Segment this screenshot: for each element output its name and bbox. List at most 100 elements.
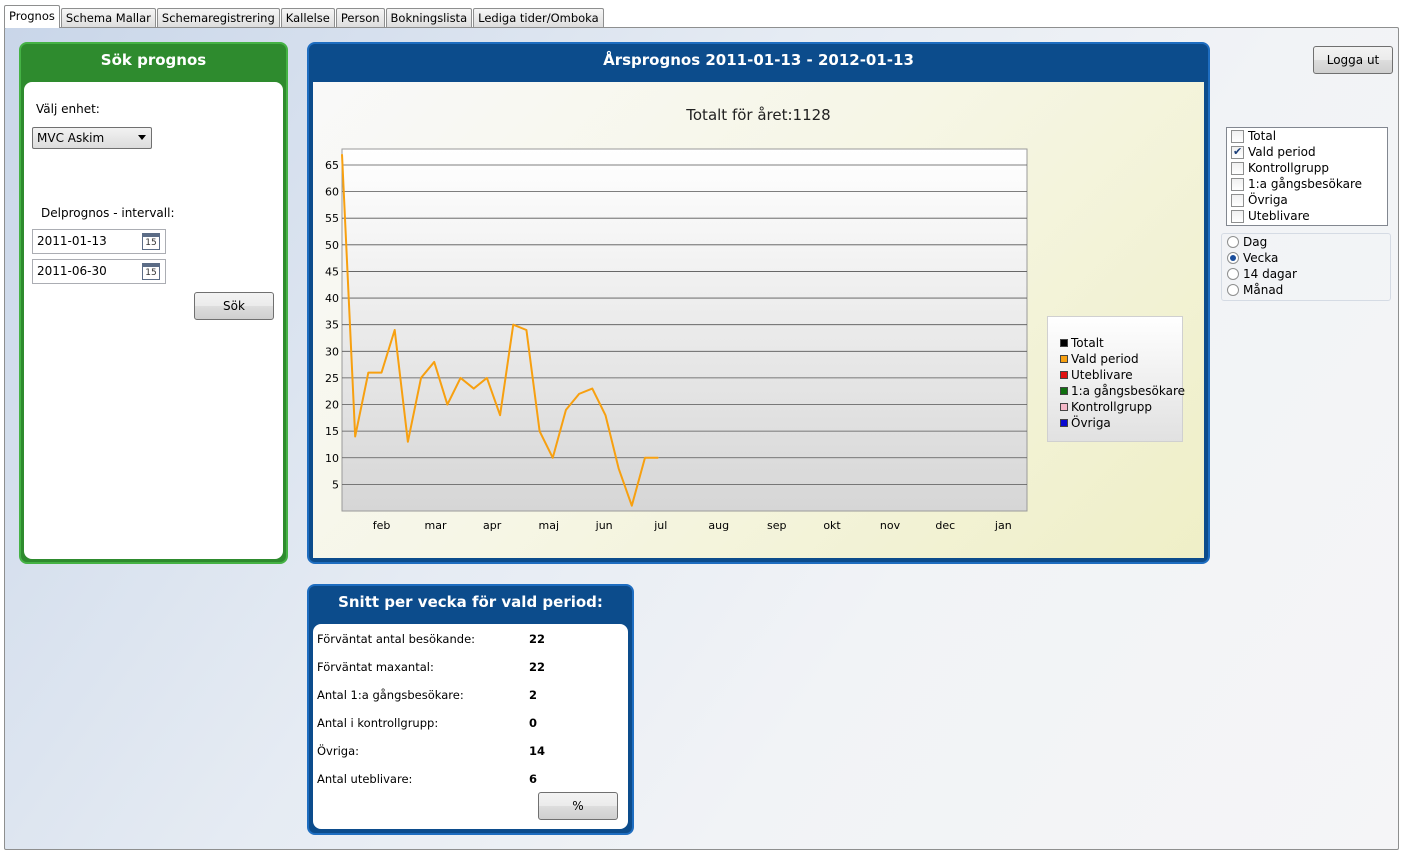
- legend-swatch: [1060, 403, 1068, 411]
- filter-uteblivare[interactable]: Uteblivare: [1227, 208, 1387, 224]
- checkbox[interactable]: [1231, 209, 1244, 223]
- chart-total-text: Totalt för året:1128: [686, 106, 831, 124]
- legend-label: 1:a gångsbesökare: [1071, 384, 1186, 398]
- interval-manad[interactable]: Månad: [1222, 282, 1390, 298]
- legend-label: Vald period: [1071, 352, 1139, 366]
- radio-button[interactable]: [1227, 284, 1239, 296]
- legend-label: Övriga: [1071, 416, 1111, 430]
- percent-button[interactable]: %: [538, 792, 618, 820]
- data-point: [367, 372, 369, 374]
- radio-button[interactable]: [1227, 268, 1239, 280]
- y-tick-label: 15: [325, 425, 339, 438]
- checkbox[interactable]: [1231, 193, 1244, 207]
- tab-schemaregistrering[interactable]: Schemaregistrering: [156, 8, 280, 28]
- unit-select[interactable]: MVC Askim: [32, 127, 152, 149]
- y-tick-label: 35: [325, 319, 339, 332]
- interval-label: Vecka: [1243, 251, 1279, 265]
- data-point: [446, 404, 448, 406]
- interval-dag[interactable]: Dag: [1222, 234, 1390, 250]
- y-tick-label: 55: [325, 212, 339, 225]
- interval-vecka[interactable]: Vecka: [1222, 250, 1390, 266]
- weekly-average-panel: Snitt per vecka för vald period: Förvänt…: [307, 584, 634, 835]
- filter-forstagangsbesokare[interactable]: 1:a gångsbesökare: [1227, 176, 1387, 192]
- data-point: [460, 377, 462, 379]
- stats-panel-body: Förväntat antal besökande: 22 Förväntat …: [313, 624, 628, 829]
- data-point: [539, 430, 541, 432]
- x-tick-label: jan: [994, 519, 1012, 532]
- data-point: [433, 361, 435, 363]
- date-from-field[interactable]: 2011-01-13 15: [32, 229, 166, 254]
- x-tick-label: okt: [823, 519, 841, 532]
- y-tick-label: 25: [325, 372, 339, 385]
- data-point: [420, 377, 422, 379]
- filter-label: 1:a gångsbesökare: [1248, 177, 1363, 191]
- date-to-value: 2011-06-30: [37, 264, 107, 278]
- search-panel-body: Välj enhet: MVC Askim Delprognos - inter…: [24, 82, 283, 559]
- interval-label: Månad: [1243, 283, 1284, 297]
- stat-label: Förväntat antal besökande:: [317, 632, 476, 646]
- filter-label: Uteblivare: [1248, 209, 1310, 223]
- x-tick-label: apr: [483, 519, 502, 532]
- legend-swatch: [1060, 355, 1068, 363]
- search-button[interactable]: Sök: [194, 292, 274, 320]
- y-tick-label: 20: [325, 399, 339, 412]
- data-point: [578, 393, 580, 395]
- tab-schema-mallar[interactable]: Schema Mallar: [60, 8, 156, 28]
- tab-kallelse[interactable]: Kallelse: [280, 8, 335, 28]
- tab-person[interactable]: Person: [335, 8, 385, 28]
- radio-button[interactable]: [1227, 236, 1239, 248]
- tab-lediga-tider[interactable]: Lediga tider/Omboka: [473, 8, 604, 28]
- stat-value: 0: [529, 716, 538, 730]
- legend-item: Vald period: [1060, 351, 1182, 367]
- stat-label: Antal uteblivare:: [317, 772, 413, 786]
- checkbox[interactable]: [1231, 129, 1244, 143]
- x-tick-label: sep: [767, 519, 786, 532]
- filter-ovriga[interactable]: Övriga: [1227, 192, 1387, 208]
- legend-swatch: [1060, 339, 1068, 347]
- checkbox[interactable]: [1231, 161, 1244, 175]
- legend-item: Kontrollgrupp: [1060, 399, 1182, 415]
- y-tick-label: 10: [325, 452, 339, 465]
- data-point: [631, 505, 633, 507]
- stat-label: Övriga:: [317, 744, 360, 758]
- legend-swatch: [1060, 419, 1068, 427]
- calendar-icon[interactable]: 15: [142, 233, 160, 250]
- legend-label: Uteblivare: [1071, 368, 1133, 382]
- tab-prognos[interactable]: Prognos: [4, 5, 60, 28]
- data-point: [381, 372, 383, 374]
- stat-value: 2: [529, 688, 538, 702]
- stat-value: 14: [529, 744, 546, 758]
- checkbox[interactable]: [1231, 144, 1244, 160]
- filter-label: Kontrollgrupp: [1248, 161, 1329, 175]
- data-point: [525, 329, 527, 331]
- chart-area: Totalt för året:1128 5 10 15 20 25 30 35 40 45 50…: [313, 82, 1204, 558]
- legend-label: Totalt: [1071, 336, 1104, 350]
- interval-14-dagar[interactable]: 14 dagar: [1222, 266, 1390, 282]
- stat-value: 22: [529, 632, 546, 646]
- radio-button[interactable]: [1227, 252, 1239, 264]
- x-tick-label: mar: [425, 519, 447, 532]
- x-tick-label: maj: [539, 519, 560, 532]
- data-point: [604, 414, 606, 416]
- date-to-field[interactable]: 2011-06-30 15: [32, 259, 166, 284]
- tab-bokningslista[interactable]: Bokningslista: [385, 8, 473, 28]
- date-from-value: 2011-01-13: [37, 234, 107, 248]
- y-tick-label: 40: [325, 292, 339, 305]
- y-tick-label: 60: [325, 186, 339, 199]
- unit-select-value: MVC Askim: [37, 131, 105, 145]
- stat-label: Antal 1:a gångsbesökare:: [317, 688, 464, 702]
- data-point: [552, 457, 554, 459]
- data-point: [512, 324, 514, 326]
- legend-swatch: [1060, 371, 1068, 379]
- calendar-icon[interactable]: 15: [142, 263, 160, 280]
- filter-label: Övriga: [1248, 193, 1288, 207]
- data-point: [394, 329, 396, 331]
- filter-vald-period[interactable]: Vald period: [1227, 144, 1387, 160]
- legend-item: Övriga: [1060, 415, 1182, 431]
- y-tick-label: 50: [325, 239, 339, 252]
- filter-total[interactable]: Total: [1227, 128, 1387, 144]
- filter-kontrollgrupp[interactable]: Kontrollgrupp: [1227, 160, 1387, 176]
- unit-label: Välj enhet:: [36, 102, 100, 116]
- logout-button[interactable]: Logga ut: [1313, 46, 1393, 74]
- checkbox[interactable]: [1231, 177, 1244, 191]
